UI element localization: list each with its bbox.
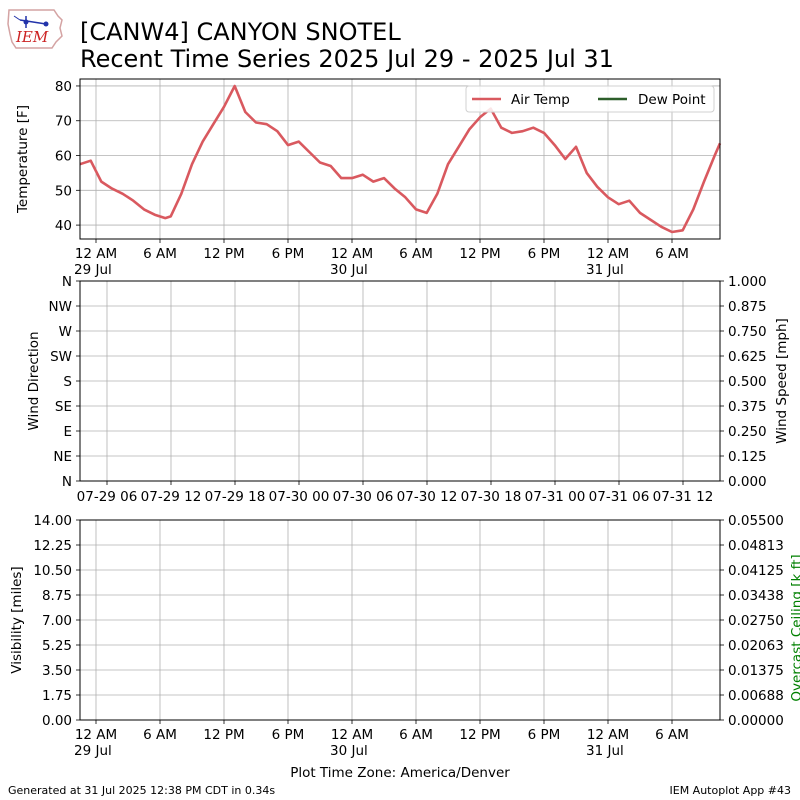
temp-x-tick-label: 6 AM — [655, 246, 689, 262]
wind-speed-axis-label: Wind Speed [mph] — [774, 318, 790, 444]
legend-air-temp-label: Air Temp — [511, 92, 570, 108]
ceiling-tick-label: 0.00000 — [728, 713, 784, 729]
temp-x-date-label: 29 Jul — [74, 262, 112, 278]
iem-logo: IEM — [6, 6, 66, 50]
temp-y-tick-label: 80 — [55, 79, 72, 95]
wind-direction-axis-label: Wind Direction — [26, 331, 42, 430]
wind-direction-tick-label: E — [63, 424, 72, 440]
temp-x-tick-label: 6 PM — [272, 246, 305, 262]
wind-speed-tick-label: 0.500 — [728, 374, 767, 390]
visibility-x-tick-label: 12 AM — [75, 727, 117, 743]
visibility-tick-label: 0.00 — [42, 713, 72, 729]
wind-speed-tick-label: 1.000 — [728, 274, 767, 290]
wind-speed-tick-label: 0.625 — [728, 349, 767, 365]
wind-direction-tick-label: SW — [50, 349, 72, 365]
ceiling-tick-label: 0.03438 — [728, 588, 784, 604]
temp-x-tick-label: 12 AM — [75, 246, 117, 262]
visibility-axis-label: Visibility [miles] — [9, 566, 25, 673]
wind-direction-tick-label: SE — [55, 399, 72, 415]
visibility-tick-label: 7.00 — [42, 613, 72, 629]
visibility-x-date-label: 29 Jul — [74, 743, 112, 759]
visibility-x-tick-label: 6 PM — [528, 727, 561, 743]
temp-x-tick-label: 6 AM — [399, 246, 433, 262]
wind-direction-tick-label: N — [62, 274, 72, 290]
temp-x-tick-label: 12 AM — [331, 246, 373, 262]
wind-x-tick-label: 07-31 12 — [653, 489, 714, 505]
wind-direction-tick-label: W — [59, 324, 72, 340]
wind-speed-tick-label: 0.250 — [728, 424, 767, 440]
ceiling-axis-label: Overcast Ceiling [k ft] — [789, 554, 800, 701]
temp-y-tick-label: 60 — [55, 149, 72, 165]
wind-x-tick-label: 07-30 00 — [269, 489, 330, 505]
visibility-tick-label: 3.50 — [42, 663, 72, 679]
chart-title-line1: [CANW4] CANYON SNOTEL — [80, 18, 401, 46]
visibility-x-date-label: 31 Jul — [586, 743, 624, 759]
temp-x-tick-label: 12 AM — [587, 246, 629, 262]
visibility-tick-label: 1.75 — [42, 688, 72, 704]
wind-x-tick-label: 07-31 00 — [525, 489, 586, 505]
wind-x-tick-label: 07-30 18 — [461, 489, 522, 505]
temp-x-tick-label: 6 AM — [143, 246, 177, 262]
visibility-x-tick-label: 6 AM — [399, 727, 433, 743]
ceiling-tick-label: 0.05500 — [728, 513, 784, 529]
visibility-x-tick-label: 6 AM — [655, 727, 689, 743]
visibility-tick-label: 10.50 — [33, 563, 72, 579]
temp-x-date-label: 31 Jul — [586, 262, 624, 278]
wind-x-tick-label: 07-29 06 — [77, 489, 138, 505]
air-temp-line — [79, 84, 722, 234]
visibility-x-tick-label: 6 PM — [272, 727, 305, 743]
wind-x-tick-label: 07-29 12 — [141, 489, 202, 505]
temp-x-tick-label: 6 PM — [528, 246, 561, 262]
visibility-x-tick-label: 12 AM — [331, 727, 373, 743]
temp-y-tick-label: 50 — [55, 183, 72, 199]
wind-direction-tick-label: N — [62, 474, 72, 490]
visibility-x-tick-label: 12 PM — [459, 727, 500, 743]
wind-direction-tick-label: S — [63, 374, 72, 390]
timezone-label: Plot Time Zone: America/Denver — [290, 765, 510, 781]
ceiling-tick-label: 0.04813 — [728, 538, 784, 554]
chart-title-line2: Recent Time Series 2025 Jul 29 - 2025 Ju… — [80, 45, 614, 73]
visibility-x-tick-label: 6 AM — [143, 727, 177, 743]
ceiling-tick-label: 0.00688 — [728, 688, 784, 704]
visibility-tick-label: 8.75 — [42, 588, 72, 604]
iem-logo-text: IEM — [16, 28, 49, 46]
visibility-tick-label: 14.00 — [33, 513, 72, 529]
wind-speed-tick-label: 0.375 — [728, 399, 767, 415]
wind-direction-tick-label: NW — [49, 299, 72, 315]
temp-y-tick-label: 40 — [55, 218, 72, 234]
temp-x-tick-label: 12 PM — [203, 246, 244, 262]
wind-x-tick-label: 07-31 06 — [589, 489, 650, 505]
temp-x-date-label: 30 Jul — [330, 262, 368, 278]
temp-axes-frame — [79, 78, 721, 240]
visibility-tick-label: 12.25 — [33, 538, 72, 554]
wind-speed-tick-label: 0.875 — [728, 299, 767, 315]
wind-x-tick-label: 07-30 12 — [397, 489, 458, 505]
visibility-x-date-label: 30 Jul — [330, 743, 368, 759]
ceiling-tick-label: 0.02063 — [728, 638, 784, 654]
temp-x-tick-label: 12 PM — [459, 246, 500, 262]
temp-y-tick-label: 70 — [55, 114, 72, 130]
visibility-x-tick-label: 12 AM — [587, 727, 629, 743]
ceiling-tick-label: 0.01375 — [728, 663, 784, 679]
wind-x-tick-label: 07-29 18 — [205, 489, 266, 505]
wind-direction-tick-label: NE — [53, 449, 72, 465]
visibility-tick-label: 5.25 — [42, 638, 72, 654]
wind-x-tick-label: 07-30 06 — [333, 489, 394, 505]
visibility-x-tick-label: 12 PM — [203, 727, 244, 743]
generated-timestamp: Generated at 31 Jul 2025 12:38 PM CDT in… — [8, 784, 276, 797]
temp-y-axis-label: Temperature [F] — [15, 105, 31, 214]
legend-box — [465, 85, 715, 113]
wind-speed-tick-label: 0.125 — [728, 449, 767, 465]
legend-dew-point-label: Dew Point — [638, 92, 706, 108]
app-label: IEM Autoplot App #43 — [669, 784, 792, 797]
ceiling-tick-label: 0.04125 — [728, 563, 784, 579]
ceiling-tick-label: 0.02750 — [728, 613, 784, 629]
wind-speed-tick-label: 0.000 — [728, 474, 767, 490]
wind-speed-tick-label: 0.750 — [728, 324, 767, 340]
